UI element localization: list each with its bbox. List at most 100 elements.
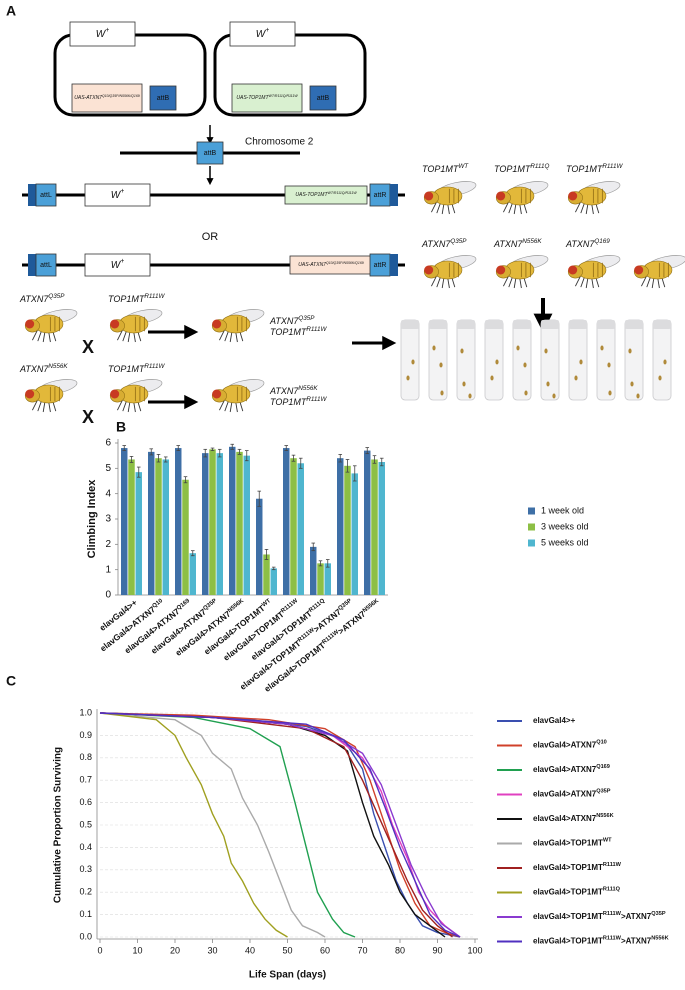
fly-eye — [110, 319, 120, 329]
bar — [317, 563, 324, 595]
superscript: R111W — [603, 862, 622, 868]
bar — [378, 462, 385, 595]
vial-fly — [630, 381, 634, 387]
fly-leg — [436, 203, 441, 214]
text-part: ATXN7 — [19, 364, 49, 374]
vial-plug — [541, 320, 559, 329]
fly-leg — [574, 275, 582, 287]
superscript: R111Q — [530, 163, 549, 170]
x-tick-label: 90 — [432, 945, 442, 955]
superscript: WT/R111Q/R111W — [269, 94, 299, 98]
y-axis-title: Climbing Index — [86, 479, 98, 559]
y-tick-label: 3 — [105, 514, 111, 525]
vial-fly — [663, 359, 667, 365]
arrow-head — [206, 137, 214, 145]
vial-fly — [544, 348, 548, 354]
x-tick-label: 100 — [467, 945, 482, 955]
site-label-box — [196, 141, 224, 165]
error-bar — [311, 542, 316, 552]
error-bar — [163, 456, 168, 463]
bar — [290, 458, 297, 595]
vial-fly — [524, 390, 528, 396]
bar — [189, 553, 196, 595]
superscript: Q35P — [651, 911, 666, 917]
fly-leg — [122, 401, 127, 412]
superscript: + — [120, 188, 124, 195]
superscript: Q35P — [596, 789, 611, 795]
text-part: TOP1MT — [566, 164, 604, 174]
arrow-head — [206, 178, 214, 186]
y-tick-label: 6 — [105, 438, 111, 449]
y-tick-label: 0.1 — [79, 909, 92, 919]
fly-leg — [430, 275, 438, 287]
text-part: UAS-TOP1MT — [236, 95, 269, 101]
error-bar — [264, 549, 269, 560]
error-bar — [284, 445, 289, 452]
fly-leg — [580, 277, 585, 288]
fly-leg — [585, 277, 589, 289]
error-bar — [156, 453, 161, 463]
arrow-head — [184, 324, 199, 340]
error-bar — [318, 560, 323, 567]
genotype-label: ATXN7N556K — [19, 363, 68, 374]
legend-label: 3 weeks old — [541, 521, 589, 531]
y-tick-label: 0.4 — [79, 842, 92, 852]
cross-symbol: X — [82, 407, 94, 427]
bar — [256, 498, 263, 595]
superscript: Q35P — [202, 598, 218, 612]
vial — [624, 319, 644, 401]
error-bar — [352, 465, 357, 482]
text-part: ATXN7 — [565, 239, 595, 249]
text-part: W — [96, 29, 107, 40]
genotype-label: ATXN7Q169 — [565, 238, 610, 249]
bar — [175, 448, 182, 595]
bar — [236, 451, 243, 595]
fly-leg — [127, 331, 131, 343]
x-tick-label: 40 — [245, 945, 255, 955]
superscript: WT — [458, 163, 469, 170]
marker-label-box — [69, 21, 136, 47]
y-tick-label: 0.7 — [79, 775, 92, 785]
fly-icon — [211, 379, 265, 413]
superscript: R111Q — [603, 887, 621, 893]
genotype-label: ATXN7N556K — [493, 238, 542, 249]
superscript: N556K — [298, 385, 318, 392]
legend-label: elavGal4>+ — [533, 716, 576, 725]
error-bar — [325, 559, 330, 568]
fly-leg — [585, 203, 589, 215]
error-bar — [257, 490, 262, 507]
superscript: N556K — [48, 363, 68, 370]
superscript: N556K — [596, 813, 613, 819]
vial — [456, 319, 476, 401]
superscript: Q10 — [596, 740, 607, 746]
vial-fly — [490, 375, 494, 381]
bar — [371, 459, 378, 595]
genotype-label: TOP1MTR111Q — [494, 163, 549, 174]
vial-fly — [628, 348, 632, 354]
superscript: N556K — [522, 238, 542, 245]
fly-eye — [110, 389, 120, 399]
or-label: OR — [202, 231, 219, 243]
offspring-label: TOP1MTR111W — [270, 326, 327, 337]
fly-icon — [109, 379, 163, 413]
text-part: elavGal4>TOP1MT — [533, 863, 603, 872]
error-bar — [190, 550, 195, 557]
superscript: WT/R111Q/R111W — [328, 191, 358, 195]
fly-icon — [495, 255, 549, 289]
vial-fly — [495, 359, 499, 365]
fly-leg — [42, 401, 46, 413]
fly-leg — [508, 277, 513, 288]
vial-plug — [485, 320, 503, 329]
error-bar — [291, 454, 296, 462]
panel-label: A — [6, 3, 16, 19]
bar — [182, 479, 189, 595]
text-part: >ATXN7 — [621, 912, 652, 921]
superscript: Q169 — [176, 597, 192, 611]
error-bar — [122, 445, 127, 452]
text-part: elavGal4>ATXN7 — [533, 814, 597, 823]
vial-fly — [432, 345, 436, 351]
genotype-label: ATXN7Q35P — [421, 238, 467, 249]
vial-fly — [546, 381, 550, 387]
att-label-box — [35, 183, 57, 207]
text-part: W — [111, 190, 122, 201]
